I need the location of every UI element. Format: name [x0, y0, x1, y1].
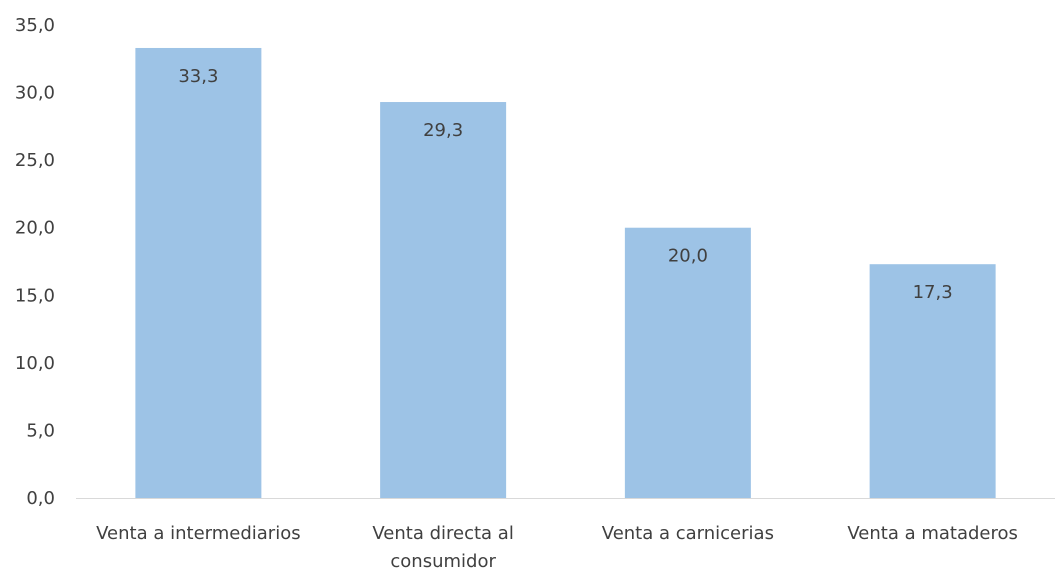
bar-value-label: 20,0	[668, 246, 708, 267]
y-tick-label: 5,0	[26, 420, 55, 441]
bar	[135, 47, 262, 499]
bar-value-label: 29,3	[423, 120, 463, 141]
x-tick-label: Venta a intermediarios	[96, 523, 300, 544]
bar-value-label: 17,3	[913, 282, 953, 303]
bar-value-labels: 33,3 29,3 20,0 17,3	[178, 66, 952, 303]
y-tick-label: 25,0	[15, 150, 55, 171]
x-tick-label: Venta a mataderos	[847, 523, 1018, 544]
y-tick-label: 15,0	[15, 285, 55, 306]
y-tick-label: 20,0	[15, 218, 55, 239]
x-tick-label: Venta a carnicerias	[602, 523, 774, 544]
y-axis-ticks: 0,0 5,0 10,0 15,0 20,0 25,0 30,0 35,0	[15, 15, 55, 509]
bar	[869, 264, 996, 498]
bars	[135, 47, 996, 499]
y-tick-label: 10,0	[15, 353, 55, 374]
x-axis-labels: Venta a intermediarios Venta directa al co…	[96, 523, 1018, 572]
y-tick-label: 30,0	[15, 83, 55, 104]
y-tick-label: 0,0	[26, 488, 55, 509]
x-tick-label: consumidor	[390, 551, 496, 572]
bar	[380, 102, 507, 498]
y-tick-label: 35,0	[15, 15, 55, 36]
x-tick-label: Venta directa al	[372, 523, 513, 544]
bar	[624, 227, 751, 498]
bar-value-label: 33,3	[178, 66, 218, 87]
